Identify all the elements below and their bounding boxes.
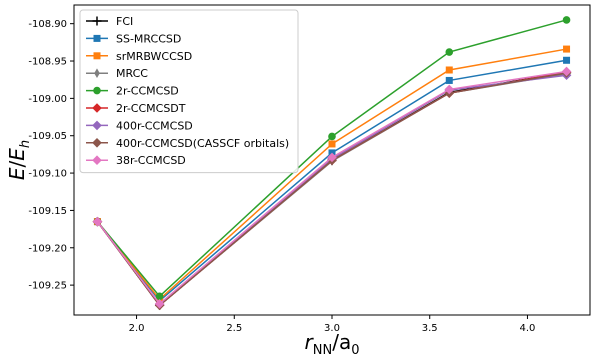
legend-marker xyxy=(93,52,101,60)
series-group xyxy=(92,16,572,311)
y-axis-title-sub: h xyxy=(18,140,33,148)
legend-label: MRCC xyxy=(116,67,148,80)
legend-box xyxy=(79,9,299,174)
data-point xyxy=(445,76,453,84)
legend-marker xyxy=(92,138,102,148)
x-tick-label: 2.0 xyxy=(129,323,145,334)
data-point xyxy=(563,56,571,64)
legend-marker xyxy=(94,68,100,78)
x-axis-title-main: r xyxy=(305,330,315,354)
y-axis-title: E/Eh xyxy=(5,140,33,180)
legend-label: 38r-CCMCSD xyxy=(116,154,186,167)
legend-marker xyxy=(92,155,102,165)
x-tick-label: 3.0 xyxy=(324,323,340,334)
legend-item: srMRBWCCSD xyxy=(86,50,192,63)
data-point xyxy=(155,292,164,301)
legend-item: FCI xyxy=(86,15,133,28)
plot-frame xyxy=(73,4,591,316)
y-tick-label: -109.20 xyxy=(28,243,67,254)
x-axis-title-rest: /a xyxy=(332,330,351,354)
legend-marker xyxy=(93,86,101,95)
y-axis-title-main: E xyxy=(5,167,29,180)
legend-item: MRCC xyxy=(86,67,148,80)
legend-label: FCI xyxy=(116,15,133,28)
x-tick-label: 4.0 xyxy=(520,323,536,334)
legend-item: 2r-CCMCSDT xyxy=(86,102,186,115)
legend-label: 400r-CCMCSD(CASSCF orbitals) xyxy=(116,137,289,150)
data-point xyxy=(444,84,455,95)
data-point xyxy=(562,16,571,24)
y-tick-label: -109.25 xyxy=(28,281,67,292)
data-point xyxy=(445,48,454,56)
legend: FCI SS-MRCCSD srMRBWCCSD MRCC 2r-CCMCSD 2r-CC… xyxy=(79,9,299,174)
legend-item: 38r-CCMCSD xyxy=(86,154,186,167)
data-point xyxy=(328,132,336,141)
y-tick-label: -109.00 xyxy=(28,94,67,105)
y-tick-label: -108.95 xyxy=(28,57,67,68)
legend-label: SS-MRCCSD xyxy=(116,32,181,45)
axis-ticks: 2.0 2.5 3.0 3.5 4.0 -109.25 -109.20 -109.15 -109… xyxy=(28,19,535,334)
legend-label: 2r-CCMCSD xyxy=(116,85,179,98)
legend-item: 2r-CCMCSD xyxy=(86,85,179,98)
legend-item: 400r-CCMCSD(CASSCF orbitals) xyxy=(86,137,289,150)
x-axis-title-sub2: 0 xyxy=(351,343,359,358)
y-tick-label: -109.05 xyxy=(28,131,67,142)
data-point xyxy=(92,216,103,227)
y-tick-label: -108.90 xyxy=(28,19,67,30)
data-point xyxy=(328,140,336,148)
data-point xyxy=(327,152,337,163)
series-4 xyxy=(93,16,571,301)
legend-marker xyxy=(93,34,101,42)
data-point xyxy=(563,45,571,53)
y-tick-label: -109.10 xyxy=(28,169,67,180)
legend-label: srMRBWCCSD xyxy=(116,50,192,63)
data-point xyxy=(561,66,572,77)
legend-label: 2r-CCMCSDT xyxy=(116,102,186,115)
legend-item: 400r-CCMCSD xyxy=(86,119,193,132)
x-axis-title-sub: NN xyxy=(313,343,332,358)
y-axis-title-sep: / xyxy=(5,161,29,168)
y-tick-label: -109.15 xyxy=(28,206,67,217)
legend-label: 400r-CCMCSD xyxy=(116,119,193,132)
y-axis-title-rest: E xyxy=(5,148,29,161)
data-point xyxy=(154,298,165,309)
legend-marker xyxy=(92,103,102,113)
legend-item: SS-MRCCSD xyxy=(86,32,181,45)
x-axis-title: rNN/a0 xyxy=(305,330,360,358)
legend-marker xyxy=(92,16,102,26)
legend-marker xyxy=(92,120,102,131)
series-8 xyxy=(92,66,572,309)
x-tick-label: 2.5 xyxy=(226,323,242,334)
data-point xyxy=(445,66,453,74)
x-tick-label: 3.5 xyxy=(422,323,438,334)
